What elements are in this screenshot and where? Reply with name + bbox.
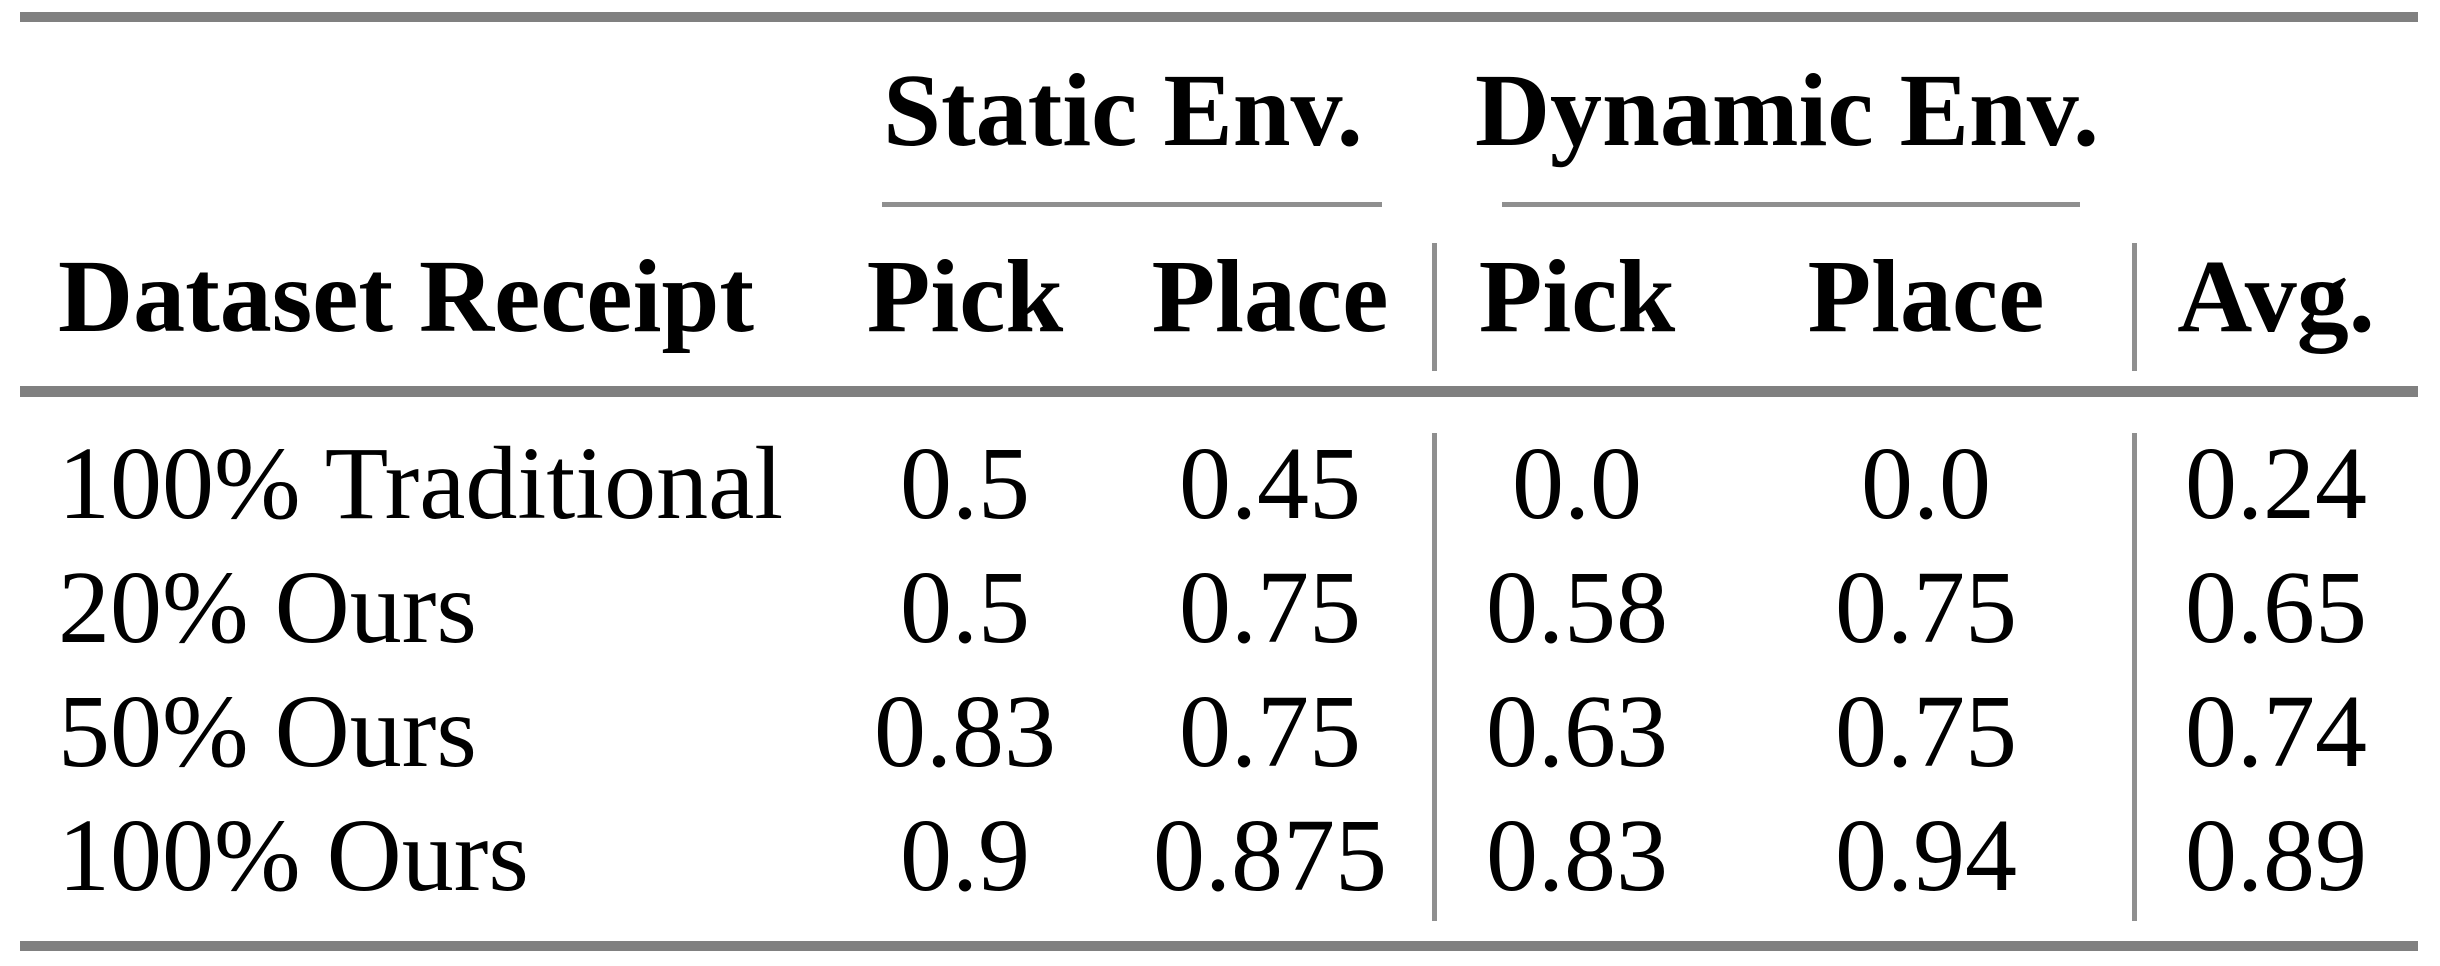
cell-static-place: 0.875 xyxy=(1153,798,1387,913)
cell-static-place: 0.45 xyxy=(1179,426,1361,541)
cell-avg: 0.65 xyxy=(2185,550,2367,665)
table-top-rule xyxy=(20,12,2418,22)
vertical-separator-static-dynamic xyxy=(1432,243,1437,371)
cell-avg: 0.74 xyxy=(2185,674,2367,789)
cell-static-pick: 0.5 xyxy=(900,550,1030,665)
cell-static-place: 0.75 xyxy=(1179,550,1361,665)
table-bottom-rule xyxy=(20,941,2418,951)
cell-dynamic-place: 0.75 xyxy=(1835,674,2017,789)
static-env-underline xyxy=(882,202,1382,207)
cell-dynamic-pick: 0.83 xyxy=(1486,798,1668,913)
cell-static-place: 0.75 xyxy=(1179,674,1361,789)
cell-dynamic-pick: 0.0 xyxy=(1512,426,1642,541)
column-header-dynamic-place: Place xyxy=(1807,239,2045,354)
group-header-static-env: Static Env. xyxy=(883,53,1363,168)
cell-dynamic-place: 0.75 xyxy=(1835,550,2017,665)
row-label: 20% Ours xyxy=(58,550,477,665)
cell-avg: 0.24 xyxy=(2185,426,2367,541)
column-header-static-pick: Pick xyxy=(866,239,1064,354)
row-label: 100% Ours xyxy=(58,798,529,913)
row-label: 50% Ours xyxy=(58,674,477,789)
column-header-avg: Avg. xyxy=(2177,239,2375,354)
table-header-rule xyxy=(20,386,2418,397)
group-header-dynamic-env: Dynamic Env. xyxy=(1474,53,2100,168)
cell-dynamic-pick: 0.58 xyxy=(1486,550,1668,665)
cell-dynamic-place: 0.94 xyxy=(1835,798,2017,913)
dynamic-env-underline xyxy=(1502,202,2080,207)
cell-avg: 0.89 xyxy=(2185,798,2367,913)
cell-static-pick: 0.9 xyxy=(900,798,1030,913)
row-label: 100% Traditional xyxy=(58,426,784,541)
column-header-dynamic-pick: Pick xyxy=(1478,239,1676,354)
vertical-separator-dynamic-avg xyxy=(2132,243,2137,371)
cell-dynamic-pick: 0.63 xyxy=(1486,674,1668,789)
vertical-separator-dynamic-avg xyxy=(2132,433,2137,921)
column-header-dataset-receipt: Dataset Receipt xyxy=(58,239,754,354)
vertical-separator-static-dynamic xyxy=(1432,433,1437,921)
cell-static-pick: 0.83 xyxy=(874,674,1056,789)
cell-static-pick: 0.5 xyxy=(900,426,1030,541)
cell-dynamic-place: 0.0 xyxy=(1861,426,1991,541)
column-header-static-place: Place xyxy=(1151,239,1389,354)
